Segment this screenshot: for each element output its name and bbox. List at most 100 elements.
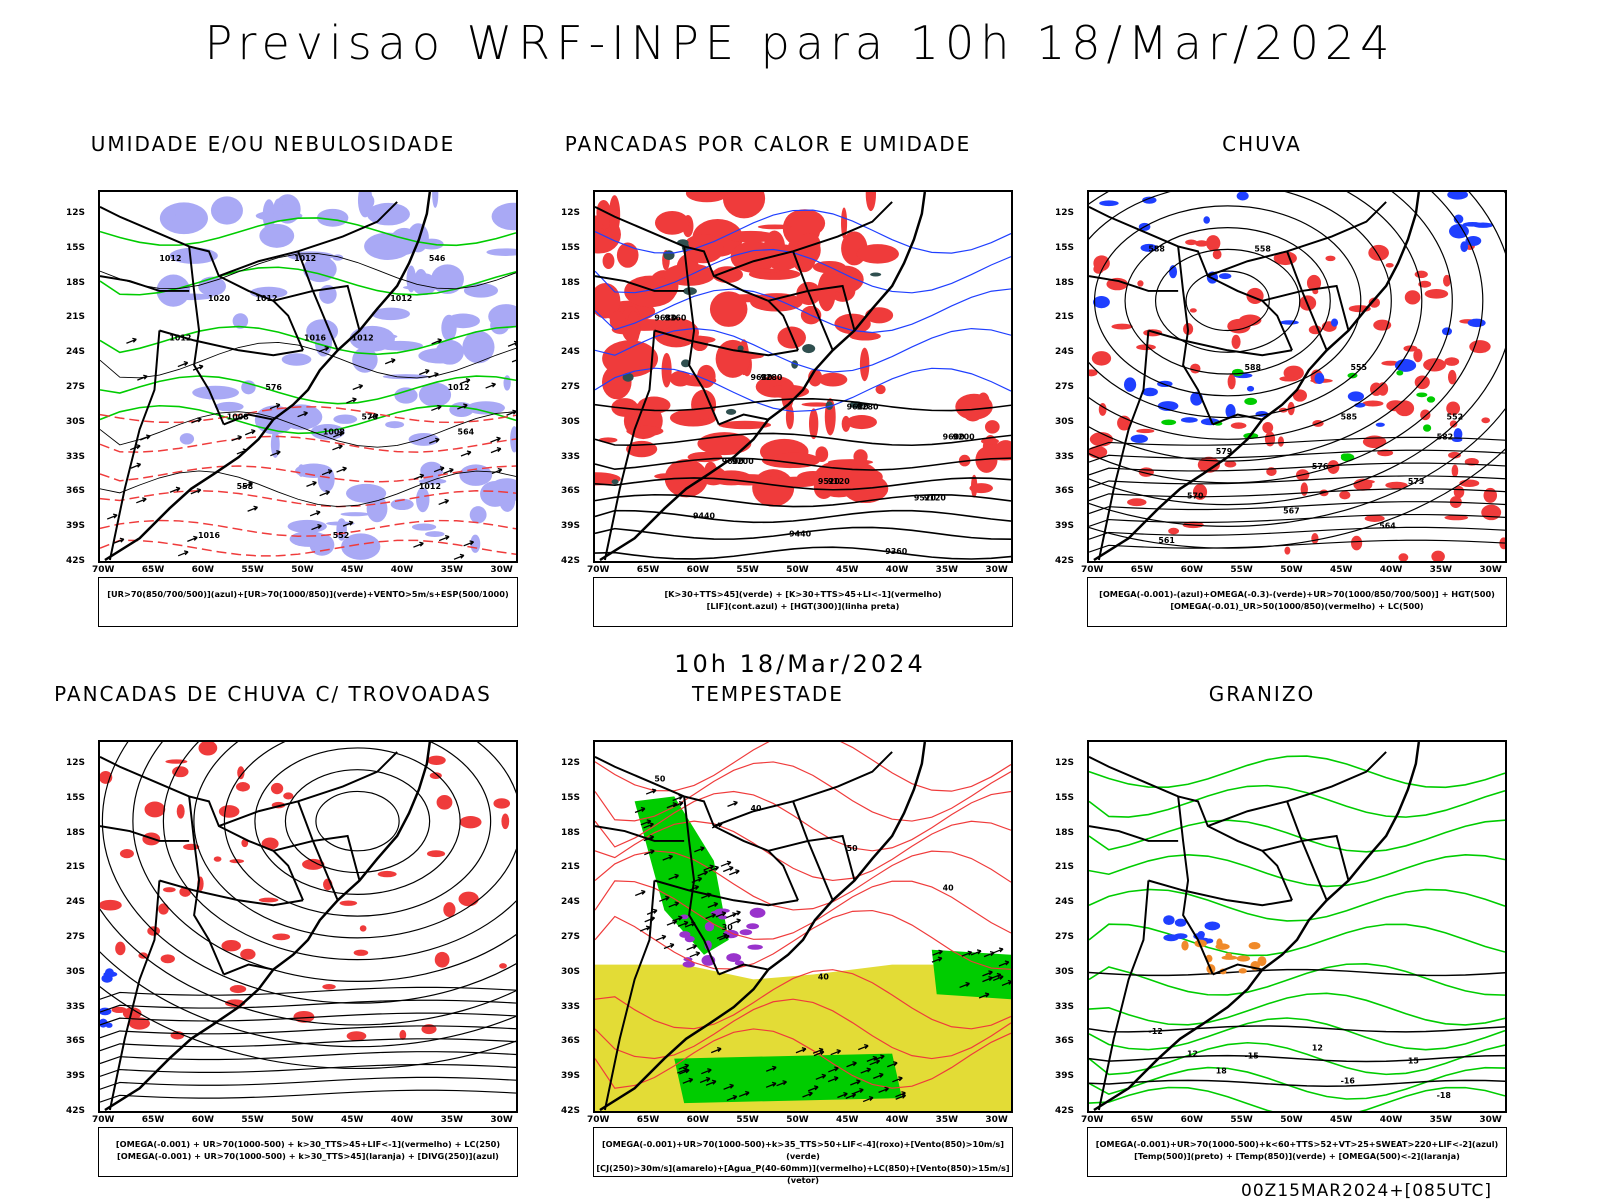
wind-area — [634, 796, 729, 955]
coastline — [104, 192, 432, 561]
field-patch — [1168, 527, 1180, 535]
streamline — [100, 1051, 516, 1065]
wind-vector — [342, 520, 354, 527]
field-patch — [608, 195, 621, 235]
field-patch — [229, 985, 247, 994]
lon-tick-label: 60W — [686, 1115, 710, 1125]
wind-vector — [457, 403, 468, 410]
lat-tick-label: 33S — [1055, 451, 1075, 462]
wind-vector — [413, 473, 425, 480]
contour-line — [1089, 1017, 1505, 1051]
field-patch — [1481, 504, 1502, 521]
wind-vector — [892, 1076, 903, 1083]
lat-tick-label: 18S — [66, 277, 86, 288]
wind-vector — [640, 819, 652, 826]
contour-label: 1012 — [159, 254, 181, 263]
wind-vector — [490, 436, 501, 443]
field-patch — [364, 232, 412, 260]
state-border — [654, 329, 799, 357]
field-patch — [825, 460, 858, 483]
legend-line: [OMEGA(-0.01)_UR>50(1000/850)(vermelho) … — [1170, 601, 1424, 611]
wind-vector — [177, 360, 189, 368]
lat-tick-label: 33S — [66, 1001, 86, 1012]
state-border — [297, 251, 339, 351]
field-patch — [1225, 404, 1236, 419]
field-patch — [1472, 222, 1494, 228]
lat-tick-label: 12S — [1055, 758, 1075, 768]
contour-label: 576 — [1312, 462, 1329, 471]
field-patch — [1340, 453, 1355, 462]
field-patch — [1216, 938, 1223, 949]
field-patch — [1347, 391, 1365, 402]
contour-line — [100, 411, 516, 448]
contour-label: 567 — [1283, 507, 1300, 516]
contour-label: 579 — [1216, 447, 1233, 456]
wind-vector — [705, 912, 717, 920]
field-patch — [1306, 274, 1322, 292]
contour-label: 9120 — [828, 477, 851, 486]
wind-vector — [244, 429, 256, 436]
wind-vector — [191, 417, 202, 424]
wind-vector — [830, 1049, 842, 1056]
field-patch — [1093, 295, 1110, 309]
field-patch — [1350, 535, 1363, 551]
contour-label: 50 — [847, 844, 859, 853]
lat-tick-label: 30S — [561, 966, 581, 977]
field-patch — [499, 963, 507, 969]
wind-vector — [982, 970, 993, 977]
contour-label: 50 — [654, 775, 666, 784]
streamline — [100, 985, 516, 1069]
field-patch — [624, 275, 677, 308]
wind-vector — [887, 1061, 898, 1068]
field-patch — [1142, 196, 1157, 204]
panel-tempestade: TEMPESTADE 50 40 50 40 30 40 [OMEGA(-0.001)+U… — [533, 682, 1013, 1198]
wind-vector — [707, 901, 719, 909]
wind-vector — [719, 934, 730, 941]
wind-vector — [309, 510, 321, 517]
wind-vector — [113, 537, 125, 544]
wind-vector — [715, 911, 727, 918]
state-border — [273, 284, 361, 331]
lon-tick-label: 55W — [1230, 565, 1253, 575]
wind-vector — [990, 972, 1002, 980]
field-patch — [1395, 400, 1415, 417]
field-patch — [258, 897, 279, 903]
contour-line — [595, 288, 1011, 334]
field-patch — [427, 755, 446, 765]
contour-line — [1089, 963, 1505, 996]
field-patch — [1248, 942, 1261, 950]
contour-label: 1012 — [448, 383, 470, 392]
lat-tick-label: 30S — [1055, 416, 1075, 427]
contour-label: 1012 — [390, 294, 412, 303]
wind-vector — [738, 1090, 750, 1098]
wind-vector — [511, 359, 516, 363]
contour-label: 30 — [722, 923, 734, 932]
contour-line — [1089, 853, 1505, 888]
field-patch — [773, 476, 821, 488]
field-patch — [1447, 192, 1468, 200]
field-patch — [1238, 314, 1262, 326]
field-patch — [270, 782, 284, 795]
field-patch — [1442, 327, 1453, 336]
map-tempestade: 50 40 50 40 30 40 — [593, 740, 1013, 1113]
wind-vector — [878, 1086, 889, 1093]
state-border — [273, 834, 361, 881]
map-pancadas-trovoadas — [98, 740, 518, 1113]
field-patch — [955, 393, 993, 420]
contour-label: -15 — [1245, 1052, 1259, 1061]
contour-line — [100, 519, 516, 537]
field-patch — [1465, 235, 1482, 246]
field-patch — [1204, 921, 1221, 931]
contour-label: 570 — [1187, 492, 1204, 501]
field-patch — [1431, 550, 1445, 561]
state-border — [100, 205, 304, 351]
field-patch — [1330, 318, 1339, 327]
state-border — [1207, 201, 1387, 278]
field-patch — [218, 805, 240, 818]
field-patch — [371, 307, 411, 321]
lon-tick-label: 50W — [291, 565, 314, 575]
field-patch — [287, 519, 327, 533]
panel-title: GRANIZO — [1208, 682, 1316, 706]
coastline — [1093, 742, 1421, 1111]
wind-vector — [384, 358, 396, 365]
